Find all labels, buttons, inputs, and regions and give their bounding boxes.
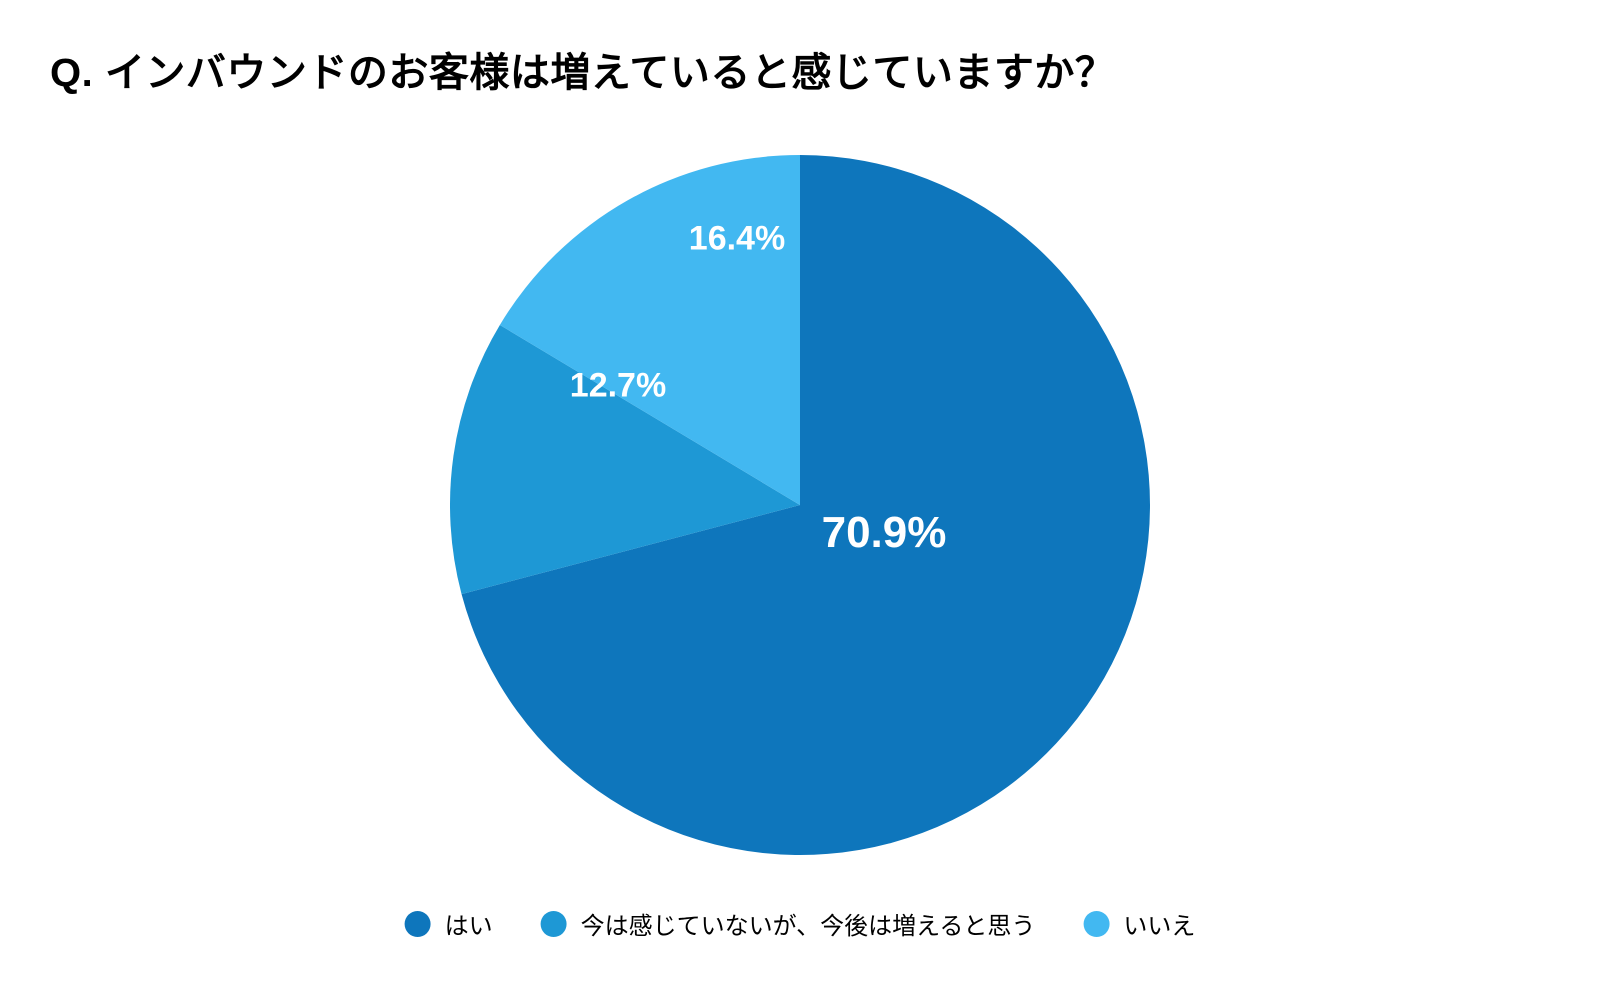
legend-item: はい bbox=[405, 906, 493, 941]
legend-swatch bbox=[541, 911, 567, 937]
legend-label: 今は感じていないが、今後は増えると思う bbox=[581, 906, 1036, 941]
legend-swatch bbox=[1083, 911, 1109, 937]
legend-item: いいえ bbox=[1083, 906, 1195, 941]
legend-label: はい bbox=[445, 906, 493, 941]
pie-slice-label: 70.9% bbox=[822, 508, 947, 558]
pie-slice-label: 16.4% bbox=[689, 220, 785, 259]
legend-swatch bbox=[405, 911, 431, 937]
chart-legend: はい 今は感じていないが、今後は増えると思う いいえ bbox=[405, 906, 1196, 941]
legend-label: いいえ bbox=[1123, 906, 1195, 941]
pie-chart: 70.9% 12.7% 16.4% bbox=[450, 155, 1150, 855]
chart-title: Q. インバウンドのお客様は増えていると感じていますか？ bbox=[50, 40, 1115, 98]
pie-svg bbox=[450, 155, 1150, 855]
pie-slice-label: 12.7% bbox=[570, 367, 666, 406]
legend-item: 今は感じていないが、今後は増えると思う bbox=[541, 906, 1036, 941]
